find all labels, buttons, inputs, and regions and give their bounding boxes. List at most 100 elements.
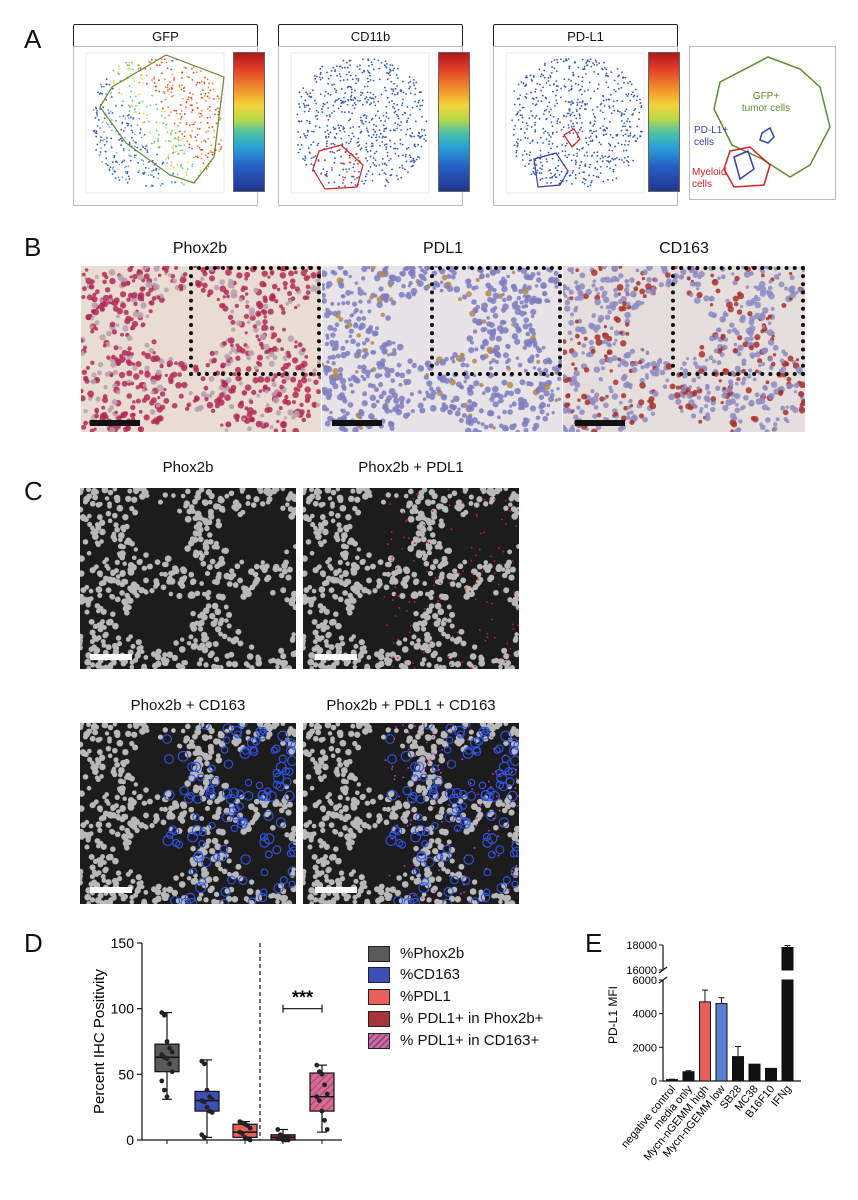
- d-point: [164, 1094, 170, 1100]
- scale-bar-if-3: [90, 887, 132, 893]
- scale-bar-if-4: [315, 887, 357, 893]
- e-bar-6: [765, 1067, 777, 1082]
- d-y-tick-label: 0: [126, 1132, 134, 1148]
- scale-bar-if-2: [315, 654, 357, 660]
- d-significance-label: ***: [292, 988, 313, 1008]
- ihc-title-phox2b: Phox2b: [172, 240, 228, 257]
- colorbar-gfp: [233, 52, 265, 192]
- e-bar-2: [699, 989, 711, 1082]
- d-point: [324, 1127, 330, 1132]
- d-y-tick-label: 150: [111, 935, 135, 951]
- e-bar-0: [666, 1078, 678, 1082]
- d-point: [285, 1137, 291, 1143]
- d-point: [204, 1104, 210, 1110]
- chart-d-boxplot: 0 50 100 150 Percent IHC Positivity ***: [91, 935, 342, 1148]
- d-point: [169, 1049, 175, 1055]
- myeloid-label-line1: Myeloid: [692, 167, 726, 178]
- colorbar-pdl1: [648, 52, 680, 192]
- gfp-label-line1: GFP+: [753, 91, 780, 102]
- legend-item-cd163: %CD163: [368, 966, 460, 983]
- e-bar-4: [732, 1045, 744, 1082]
- panel-label-d: D: [24, 928, 43, 958]
- panel-label-e: E: [585, 928, 603, 958]
- e-bar-5: [748, 1063, 761, 1082]
- pdl1-gate-outline: [759, 126, 775, 144]
- if-title-phox2b-pdl1: Phox2b + PDL1: [358, 459, 464, 476]
- d-box-0: [154, 1010, 180, 1100]
- e-bar-rect: [765, 1067, 777, 1082]
- gfp-label-line2: tumor cells: [742, 103, 790, 114]
- d-box-3: [270, 1127, 296, 1143]
- d-point: [275, 1127, 281, 1132]
- d-point: [317, 1098, 322, 1103]
- scale-bar-pdl1: [332, 420, 382, 426]
- e-bar-3: [715, 997, 728, 1082]
- legend-swatch-phox2b: [368, 945, 390, 962]
- d-point: [202, 1061, 207, 1067]
- legend-label-pdl1-cd163: % PDL1+ in CD163+: [400, 1032, 540, 1049]
- tsne-plot-cd11b: [278, 46, 463, 206]
- inset-box-cd163: [671, 266, 805, 376]
- legend-swatch-pdl1-phox2b: [368, 1010, 390, 1027]
- if-title-phox2b-pdl1-cd163: Phox2b + PDL1 + CD163: [326, 697, 496, 714]
- d-point: [240, 1131, 245, 1136]
- e-bar-rect: [715, 1003, 728, 1082]
- tsne-plot-pdl1: [493, 46, 678, 206]
- myeloid-gate-outline: [723, 146, 771, 188]
- e-y-tick-label: 4000: [633, 1009, 657, 1021]
- legend-label-pdl1-phox2b: % PDL1+ in Phox2b+: [400, 1010, 544, 1027]
- e-bar-7: [781, 945, 794, 1082]
- tsne-title-gfp: GFP: [73, 24, 258, 48]
- d-point: [314, 1094, 320, 1100]
- legend-item-pdl1-cd163: % PDL1+ in CD163+: [368, 1032, 539, 1049]
- legend-label-pdl1: %PDL1: [400, 988, 451, 1005]
- d-point: [319, 1108, 325, 1114]
- scale-bar-cd163: [575, 420, 625, 426]
- d-point: [247, 1137, 253, 1143]
- d-y-axis-label: Percent IHC Positivity: [91, 968, 108, 1114]
- pdl1-myeloid-gate-outline: [733, 149, 755, 181]
- myeloid-label-line2: cells: [692, 179, 712, 190]
- d-point: [202, 1134, 207, 1140]
- gating-schematic: GFP+ tumor cells PD-L1+ cells Myeloid ce…: [689, 46, 836, 200]
- tsne-title-cd11b: CD11b: [278, 24, 463, 48]
- e-y-tick-label: 16000: [626, 965, 657, 977]
- e-bar-upper: [781, 947, 794, 971]
- e-bar-lower: [781, 979, 794, 1082]
- d-point: [324, 1091, 330, 1097]
- e-bar-rect: [748, 1063, 761, 1082]
- e-y-tick-label: 18000: [626, 940, 657, 952]
- e-y-tick-label: 6000: [633, 975, 657, 987]
- d-point: [167, 1061, 172, 1067]
- d-point: [209, 1096, 215, 1102]
- e-bar-rect: [682, 1071, 695, 1082]
- ihc-image-pdl1: [322, 266, 562, 432]
- e-bar-rect: [732, 1056, 744, 1082]
- e-bar-1: [682, 1070, 695, 1082]
- d-y-tick-label: 50: [118, 1066, 134, 1082]
- pdl1-label-line1: PD-L1+: [694, 125, 728, 136]
- d-point: [162, 1087, 167, 1093]
- if-image-phox2b-pdl1: [303, 488, 519, 669]
- d-point: [167, 1045, 172, 1051]
- panel-label-b: B: [24, 232, 42, 262]
- d-point: [204, 1087, 210, 1093]
- ihc-image-phox2b: [81, 266, 321, 432]
- ihc-title-pdl1: PDL1: [422, 240, 464, 257]
- d-y-tick-label: 100: [111, 1001, 135, 1017]
- legend-item-pdl1-phox2b: % PDL1+ in Phox2b+: [368, 1010, 543, 1027]
- d-point: [209, 1110, 215, 1115]
- d-point: [159, 1078, 165, 1084]
- panel-label-c: C: [24, 476, 43, 506]
- if-title-phox2b-cd163: Phox2b + CD163: [130, 697, 246, 714]
- legend-label-phox2b: %Phox2b: [400, 945, 465, 962]
- if-image-phox2b-cd163: [80, 723, 296, 904]
- d-point: [319, 1071, 325, 1077]
- d-point: [322, 1082, 327, 1088]
- tsne-title-pdl1: PD-L1: [493, 24, 678, 48]
- legend-swatch-pdl1: [368, 988, 390, 1005]
- pdl1-label-line2: cells: [694, 137, 714, 148]
- panel-label-a: A: [24, 24, 42, 54]
- d-point: [314, 1062, 320, 1068]
